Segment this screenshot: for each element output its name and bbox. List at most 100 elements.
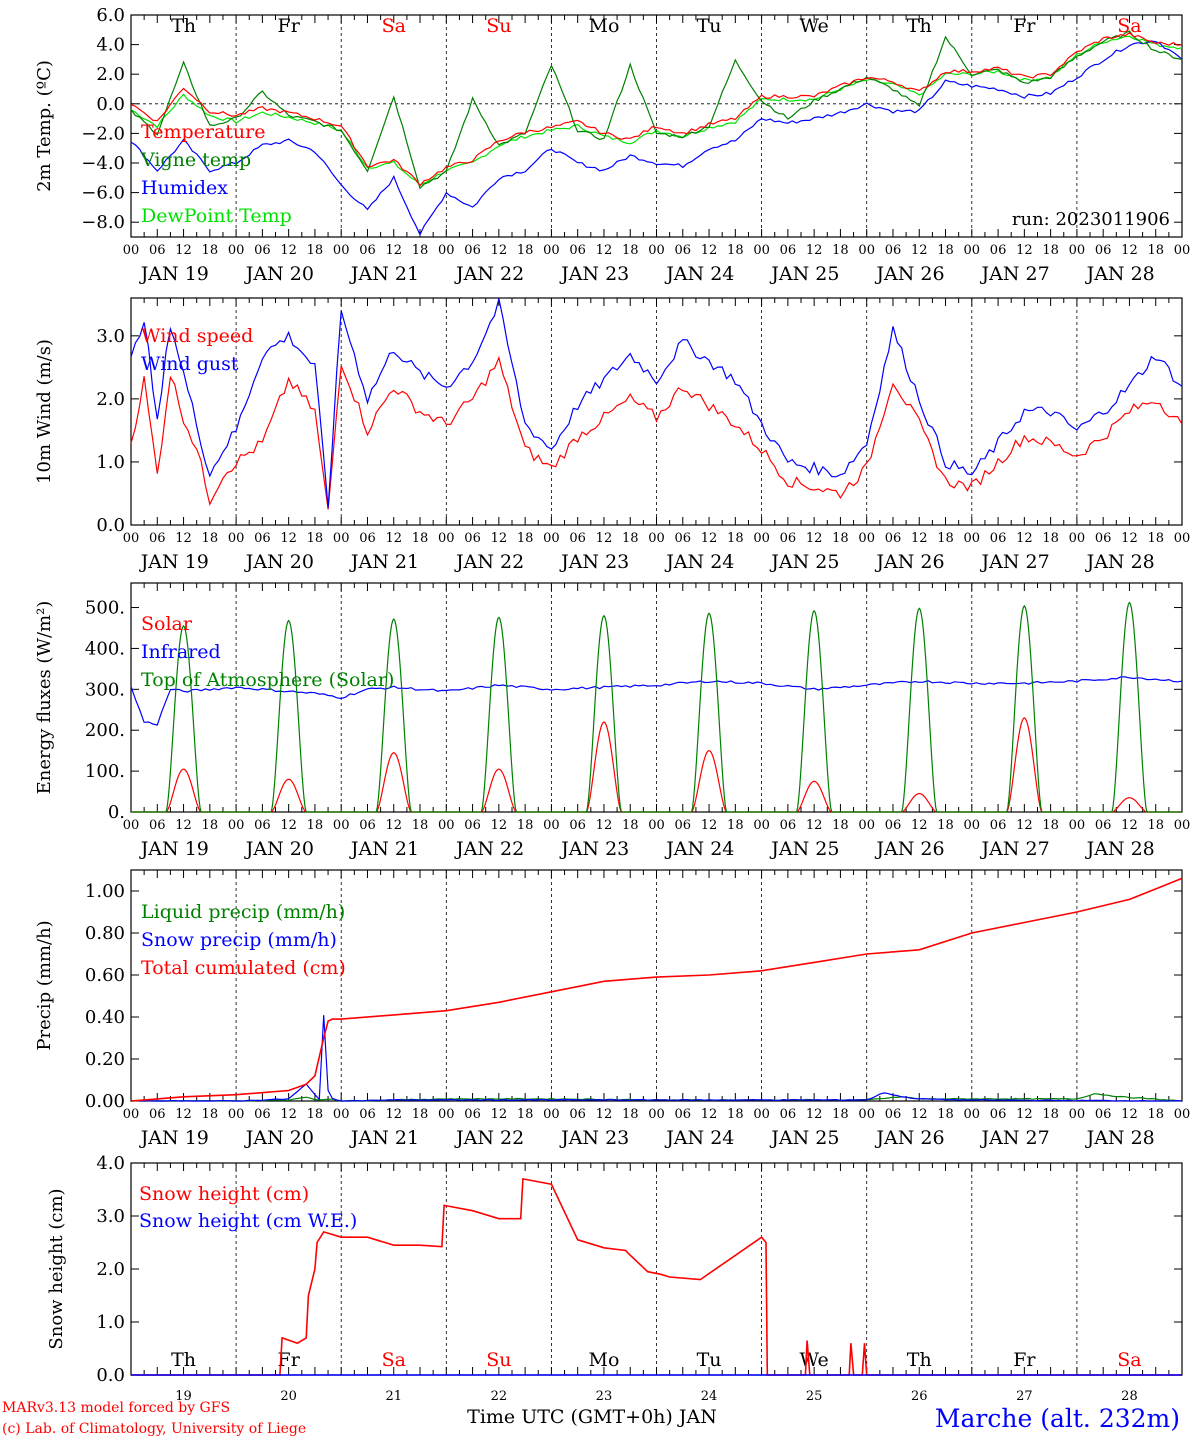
day-number-label: 28	[1121, 1389, 1138, 1404]
hour-tick-label: 00	[1174, 1107, 1191, 1122]
hour-tick-label: 06	[675, 818, 692, 833]
day-label: JAN 23	[559, 838, 629, 860]
y-tick-label: 2.0	[96, 389, 125, 410]
y-tick-label: −4.0	[81, 153, 125, 174]
hour-tick-label: 12	[1121, 531, 1138, 546]
day-number-label: 20	[280, 1389, 297, 1404]
y-axis-label: 2m Temp. (ºC)	[34, 60, 55, 192]
hour-tick-label: 00	[648, 818, 665, 833]
hour-tick-label: 12	[596, 243, 613, 258]
day-number-label: 19	[175, 1389, 192, 1404]
y-tick-label: 3.0	[96, 326, 125, 347]
hour-tick-label: 06	[359, 243, 376, 258]
day-label: JAN 20	[244, 551, 314, 573]
chart-panel-4: 00 06 12 18 00 06 12 18 00 06 12 18 00 06 12 18 00 06 12 18…	[34, 869, 1191, 1149]
y-tick-label: 0.60	[85, 965, 125, 986]
day-label: JAN 28	[1085, 551, 1155, 573]
y-tick-label: 6.0	[96, 5, 125, 26]
day-label: JAN 21	[349, 551, 419, 573]
hour-tick-label: 06	[149, 818, 166, 833]
hour-tick-label: 12	[1121, 243, 1138, 258]
series-line-temperature	[130, 31, 1183, 187]
y-tick-label: 100.	[85, 761, 125, 782]
hour-tick-label: 12	[280, 1107, 297, 1122]
day-number-label: 27	[1016, 1389, 1033, 1404]
hour-tick-label: 00	[964, 818, 981, 833]
day-label: JAN 25	[769, 1127, 839, 1149]
hour-tick-label: 18	[202, 531, 219, 546]
hour-tick-label: 18	[517, 818, 534, 833]
y-tick-label: 0.0	[96, 94, 125, 115]
hour-tick-label: 18	[937, 243, 954, 258]
legend-entry: Infrared	[141, 641, 221, 663]
series-line-top-of-atmosphere-solar-	[131, 601, 1182, 813]
hour-tick-label: 00	[964, 1107, 981, 1122]
hour-tick-label: 06	[569, 243, 586, 258]
hour-tick-label: 00	[1174, 531, 1191, 546]
hour-tick-label: 00	[123, 243, 140, 258]
y-tick-label: 1.0	[96, 1312, 125, 1333]
legend-entry: Snow height (cm W.E.)	[139, 1210, 357, 1232]
chart-panels: 00 06 12 18 00 06 12 18 00 06 12 18 00 06 12 18 00 06 12 18…	[34, 5, 1190, 1404]
hour-tick-label: 06	[254, 243, 271, 258]
weekday-label: Th	[907, 1349, 932, 1371]
run-label: run: 2023011906	[1012, 209, 1170, 230]
credit-line-1: MARv3.13 model forced by GFS	[2, 1400, 230, 1416]
time-axis-label: Time UTC (GMT+0h) JAN	[467, 1406, 717, 1428]
hour-tick-label: 18	[832, 531, 849, 546]
hour-tick-label: 18	[937, 531, 954, 546]
hour-tick-label: 06	[990, 1107, 1007, 1122]
day-label: JAN 24	[664, 838, 734, 860]
hour-tick-label: 06	[1095, 818, 1112, 833]
day-number-label: 21	[385, 1389, 402, 1404]
hour-tick-label: 18	[1147, 243, 1164, 258]
hour-tick-label: 00	[228, 818, 245, 833]
hour-tick-label: 12	[175, 243, 192, 258]
hour-tick-label: 06	[885, 531, 902, 546]
hour-tick-label: 18	[727, 531, 744, 546]
hour-tick-label: 00	[1069, 818, 1086, 833]
hour-tick-label: 12	[175, 818, 192, 833]
hour-tick-label: 00	[543, 818, 560, 833]
hour-tick-label: 00	[228, 243, 245, 258]
hour-tick-label: 18	[727, 818, 744, 833]
hour-tick-label: 06	[780, 531, 797, 546]
hour-tick-label: 06	[990, 531, 1007, 546]
hour-tick-label: 00	[858, 531, 875, 546]
legend-entry: Wind speed	[141, 325, 253, 347]
y-tick-label: 4.0	[96, 1153, 125, 1174]
hour-tick-label: 06	[885, 1107, 902, 1122]
y-tick-label: 2.0	[96, 64, 125, 85]
hour-tick-label: 12	[596, 531, 613, 546]
hour-tick-label: 00	[964, 531, 981, 546]
hour-tick-label: 12	[175, 1107, 192, 1122]
hour-tick-label: 12	[1016, 531, 1033, 546]
y-tick-label: −6.0	[81, 183, 125, 204]
hour-tick-label: 00	[123, 531, 140, 546]
legend-entry: Top of Atmosphere (Solar)	[141, 669, 394, 691]
day-label: JAN 19	[139, 263, 209, 285]
y-tick-label: 300.	[85, 679, 125, 700]
day-label: JAN 24	[664, 263, 734, 285]
day-label: JAN 26	[874, 263, 944, 285]
hour-tick-label: 06	[675, 243, 692, 258]
hour-tick-label: 00	[753, 531, 770, 546]
day-label: JAN 21	[349, 263, 419, 285]
hour-tick-label: 06	[149, 1107, 166, 1122]
hour-tick-label: 00	[1069, 243, 1086, 258]
hour-tick-label: 12	[385, 818, 402, 833]
weekday-label: Sa	[1117, 1349, 1141, 1371]
hour-tick-label: 12	[1121, 818, 1138, 833]
day-label: JAN 24	[664, 551, 734, 573]
series-line-infrared	[130, 676, 1183, 726]
legend-entry: Total cumulated (cm)	[141, 957, 346, 979]
hour-tick-label: 12	[1016, 243, 1033, 258]
day-label: JAN 19	[139, 551, 209, 573]
hour-tick-label: 18	[832, 1107, 849, 1122]
hour-tick-label: 06	[675, 531, 692, 546]
hour-tick-label: 18	[307, 1107, 324, 1122]
hour-tick-label: 06	[885, 243, 902, 258]
day-label: JAN 22	[454, 551, 524, 573]
hour-tick-label: 18	[1042, 1107, 1059, 1122]
